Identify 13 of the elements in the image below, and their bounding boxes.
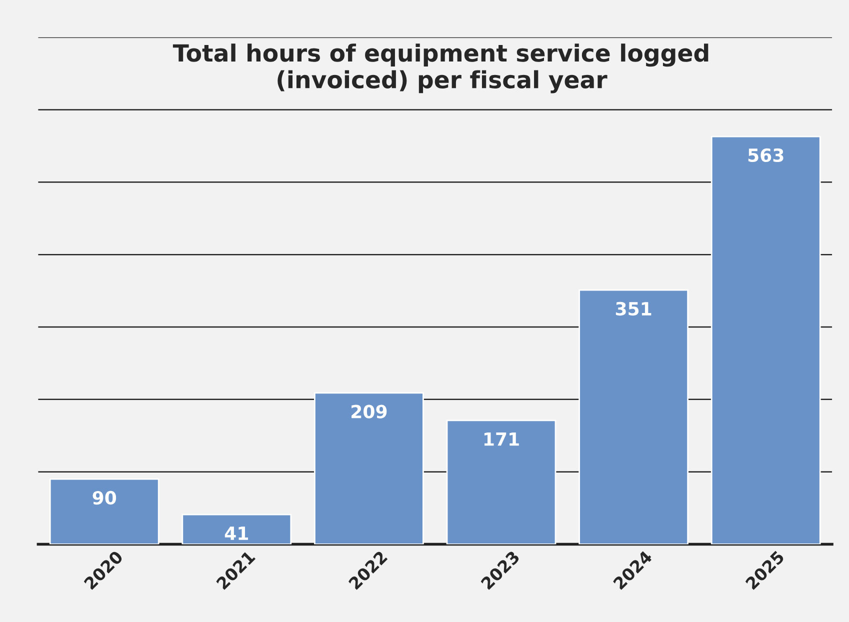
bar (314, 392, 424, 544)
bar (182, 514, 292, 544)
data-label: 563 (748, 148, 784, 162)
bar (446, 420, 556, 544)
data-label: 351 (616, 302, 652, 316)
bar (49, 478, 160, 544)
data-label: 41 (224, 526, 248, 540)
text: Total hours of equipment service logged (invoiced) per fiscal year (172, 44, 708, 94)
data-label: 90 (92, 490, 116, 505)
bar (578, 289, 689, 544)
data-label: 171 (484, 432, 519, 446)
bar (710, 136, 821, 544)
data-label: 209 (352, 404, 387, 418)
